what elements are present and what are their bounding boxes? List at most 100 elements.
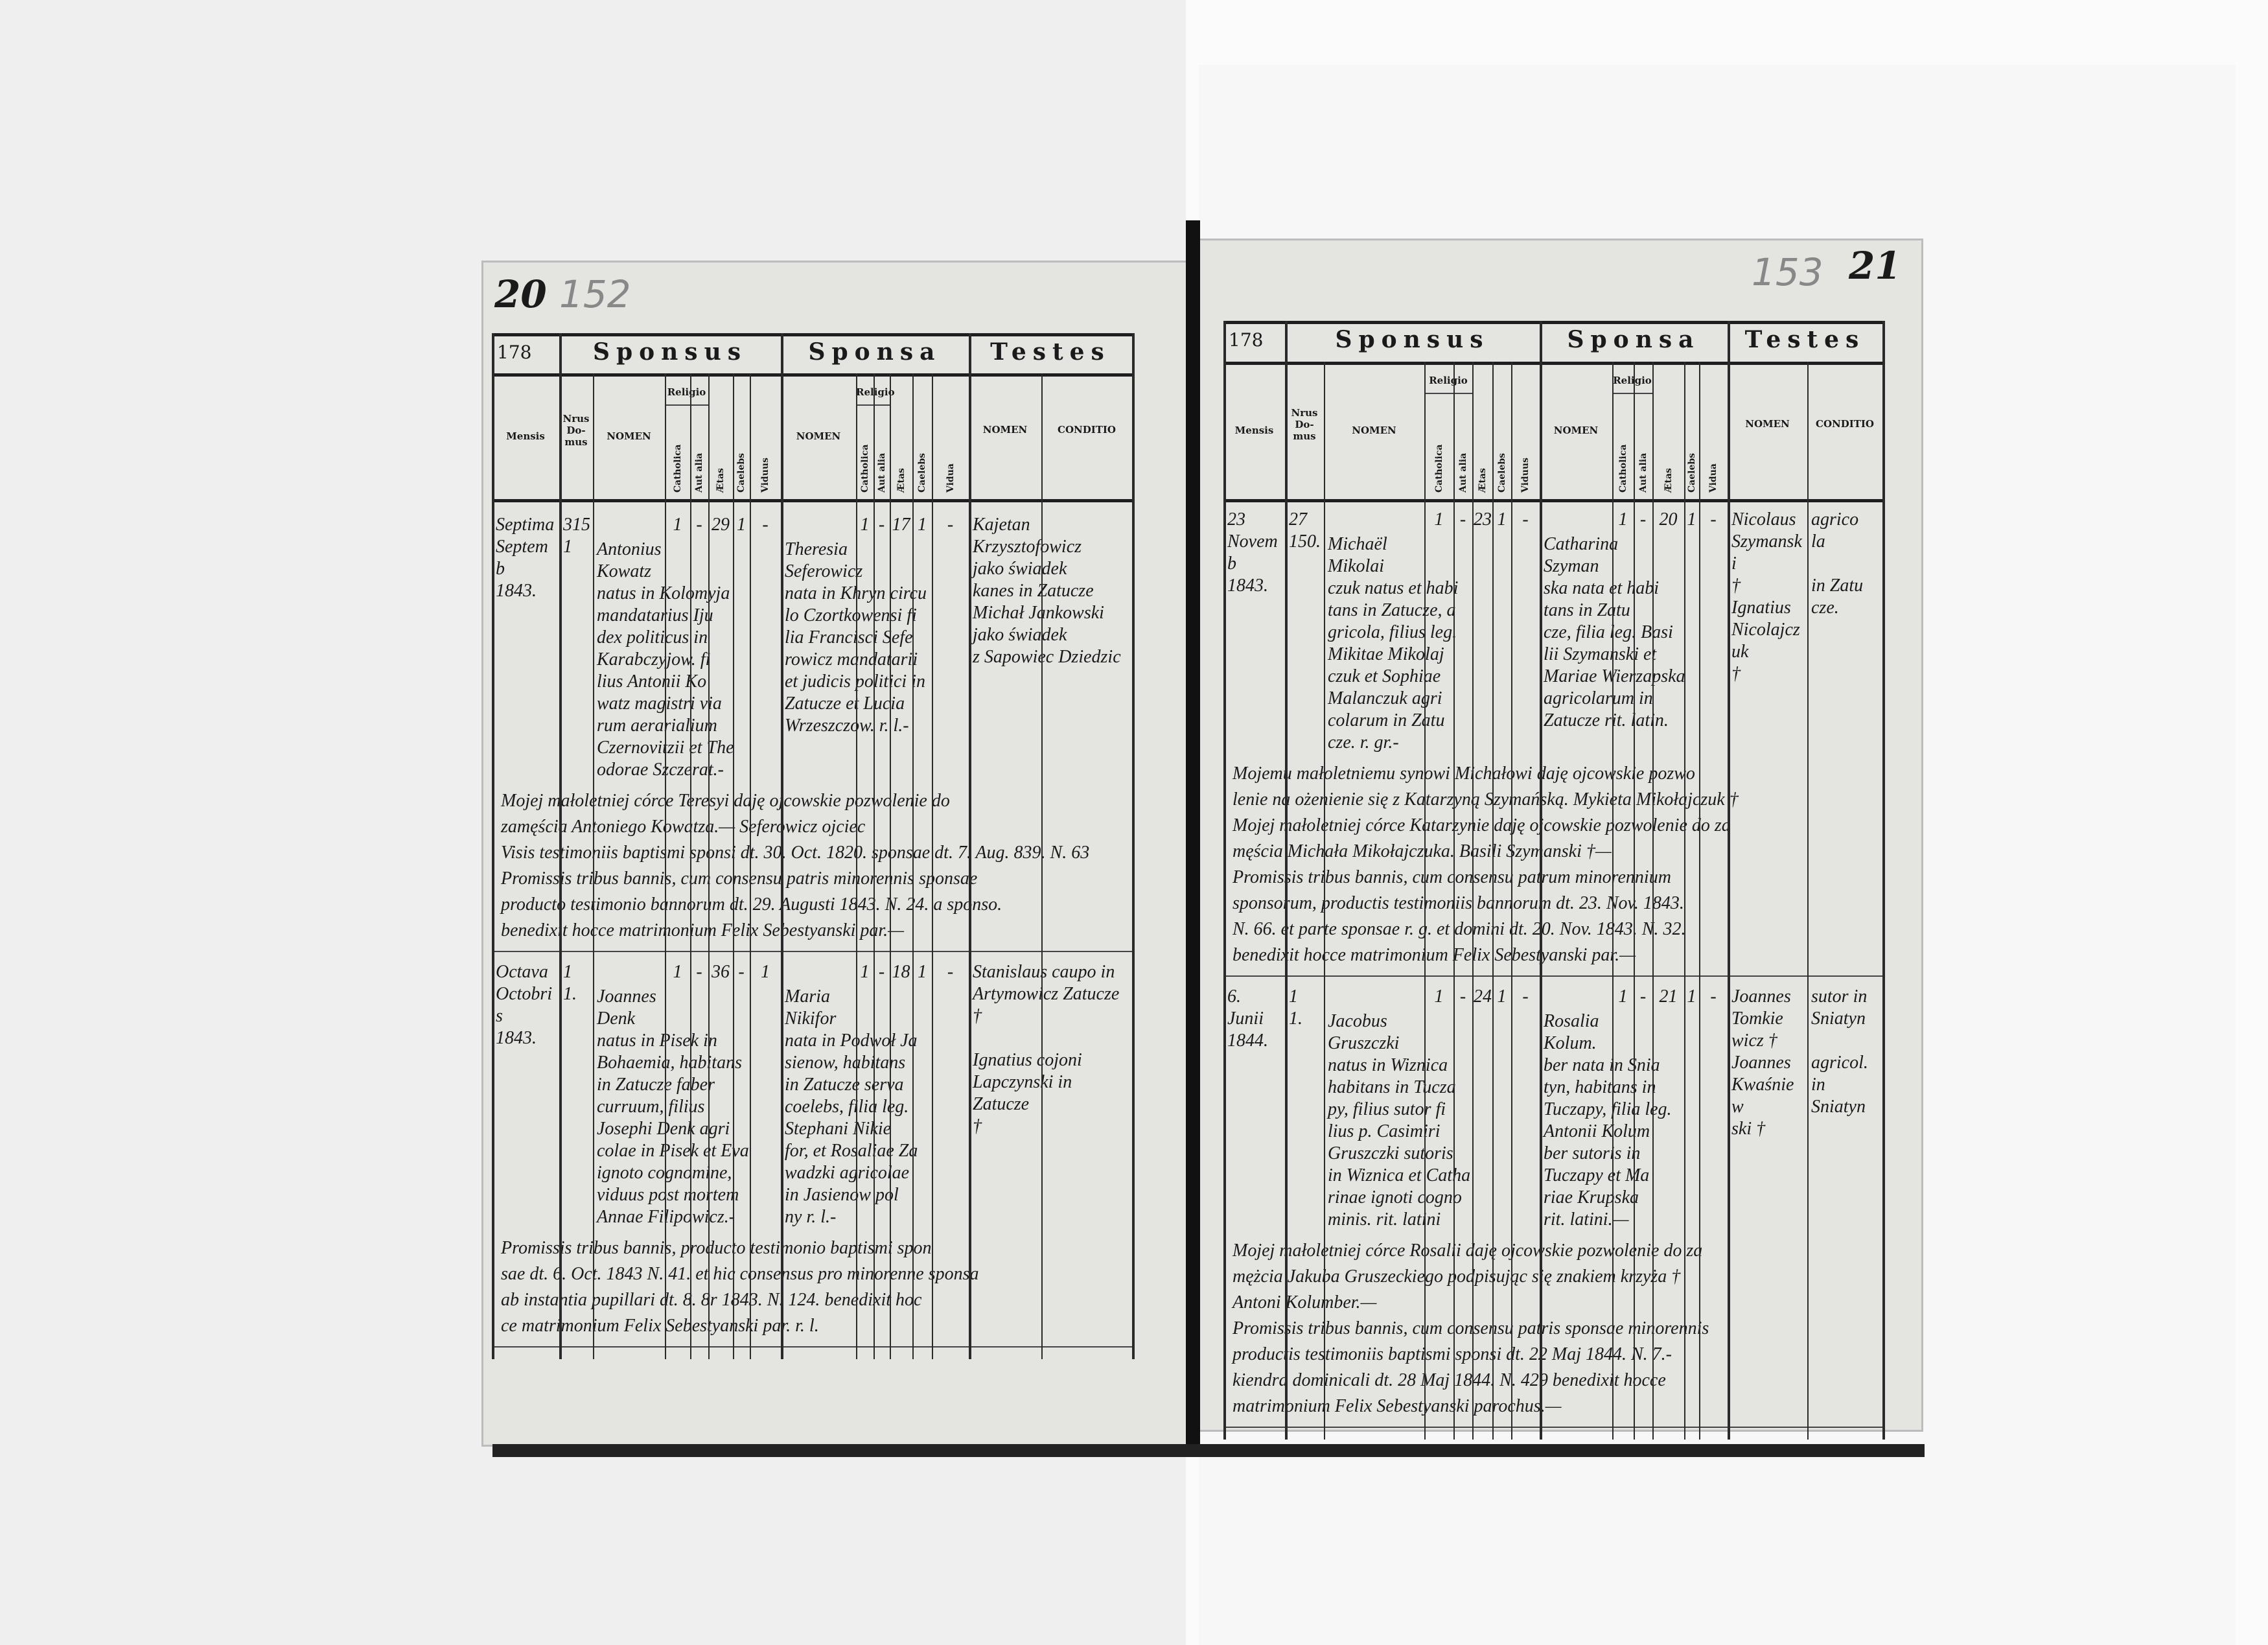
entry-sponsa-nomen-line: lia Francisci Sefe bbox=[785, 627, 913, 648]
entry-note-line: ab instantia pupillari dt. 8. 8r 1843. N… bbox=[501, 1290, 922, 1310]
header-mid-rule bbox=[1223, 362, 1882, 365]
entry-sponsus-nomen-line: Mikolai bbox=[1328, 556, 1385, 576]
entry-testes-conditio-line: Sniatyn bbox=[1811, 1097, 1866, 1117]
entry-sponsus-nomen-line: Jacobus bbox=[1328, 1011, 1387, 1031]
header-top-rule bbox=[1223, 321, 1882, 324]
religio-rule-sponsa bbox=[1612, 393, 1652, 394]
entry-testes-nomen: Nicolaus Szymanski † Ignatius Nicolajczuk † bbox=[1731, 509, 1805, 685]
entry-note-line: zamęścia Antoniego Kowatza.— Seferowicz … bbox=[501, 817, 866, 837]
entry-testes-conditio: agrico la in Zatu cze. bbox=[1811, 509, 1880, 641]
column-rule bbox=[1132, 333, 1135, 1359]
entry-note-line: sae dt. 6. Oct. 1843 N. 41. et hic conse… bbox=[501, 1264, 979, 1284]
entry-note-line: benedixit hocce matrimonium Felix Sebest… bbox=[1232, 945, 1636, 965]
header-testes: Testes bbox=[1744, 326, 1866, 353]
entry-sponsa-marks: - bbox=[878, 515, 885, 535]
entry-sponsa-nomen-line: ny r. l.- bbox=[785, 1207, 837, 1227]
header-viduus: Viduus bbox=[1520, 458, 1531, 493]
entry-sponsa-nomen-line: Mariae Wierzapska bbox=[1544, 666, 1685, 686]
column-rule bbox=[874, 373, 875, 1359]
entry-sponsa-marks: 1 bbox=[1618, 509, 1628, 530]
column-rule bbox=[1728, 321, 1730, 1440]
entry-mensis-line: Septemb bbox=[496, 537, 548, 579]
column-rule bbox=[1612, 362, 1614, 1440]
entry-sponsus-marks: 1 bbox=[673, 515, 682, 535]
entry-mensis-line: Octava bbox=[496, 962, 548, 982]
column-rule bbox=[781, 333, 783, 1359]
entry-mensis-line: 1843. bbox=[496, 1028, 537, 1048]
entry-mensis-line: Novemb bbox=[1227, 531, 1278, 574]
header-sponsus-nomen: NOMEN bbox=[1352, 425, 1396, 436]
entry-sponsa-marks: - bbox=[947, 962, 954, 982]
header-aetas: Ætas bbox=[896, 468, 907, 493]
column-rule bbox=[1699, 362, 1700, 1440]
entry-sponsus-nomen-line: czuk natus et habi bbox=[1328, 578, 1459, 598]
entry-sponsus-nomen-line: mandatarius Iju bbox=[597, 605, 713, 625]
entry-sponsa-nomen-line: coelebs, filia leg. bbox=[785, 1097, 909, 1117]
entry-testes-nomen-line: † bbox=[973, 1006, 982, 1026]
entry-sponsus-marks: 1 bbox=[1434, 509, 1444, 530]
column-rule bbox=[912, 373, 914, 1359]
entry-testes-conditio-line: in bbox=[1811, 1075, 1825, 1095]
entry-sponsus-marks: - bbox=[1459, 509, 1466, 530]
entry-mensis-line: Junii bbox=[1227, 1009, 1264, 1029]
entry-sponsa-nomen-line: Rosalia bbox=[1544, 1011, 1599, 1031]
entry-note-line: matrimonium Felix Sebestyanski parochus.… bbox=[1232, 1396, 1562, 1416]
header-mid-rule bbox=[492, 373, 1132, 377]
header-sponsa-nomen: NOMEN bbox=[1553, 425, 1599, 436]
header-mensis: Mensis bbox=[506, 430, 545, 442]
entry-nrus-domus-line: 150. bbox=[1289, 531, 1321, 552]
header-mensis: Mensis bbox=[1234, 425, 1274, 436]
header-aetas: Ætas bbox=[715, 468, 726, 493]
entry-sponsa-marks: - bbox=[1639, 986, 1647, 1007]
header-caelebs: Caelebs bbox=[917, 452, 927, 493]
column-rule bbox=[1041, 373, 1043, 1359]
entry-sponsus-nomen-line: Denk bbox=[597, 1009, 636, 1029]
entry-mensis-line: 23 bbox=[1227, 509, 1245, 530]
entry-mensis-line: 1843. bbox=[496, 581, 537, 601]
entry-sponsa-nomen-line: wadzki agricolae bbox=[785, 1163, 910, 1183]
folio-number: 21 bbox=[1849, 244, 1901, 288]
entry-sponsa-nomen-line: tans in Zatu bbox=[1544, 600, 1630, 620]
entry-sponsus-marks: 1 bbox=[761, 962, 770, 982]
religio-rule-sponsus bbox=[1424, 393, 1472, 394]
entry-sponsa-marks: 1 bbox=[918, 962, 927, 982]
entry-nrus-domus: 1 1. bbox=[563, 961, 590, 1005]
book-gutter bbox=[1186, 220, 1200, 1455]
entry-sponsus-marks: 1 bbox=[1434, 986, 1444, 1007]
entry-testes-nomen-line: Nicolaus bbox=[1731, 509, 1796, 530]
entry-note-line: Visis testimoniis baptismi sponsi dt. 30… bbox=[501, 843, 1090, 863]
header-vidua: Vidua bbox=[1708, 463, 1718, 493]
header-nrus-domus: Nrus Do- mus bbox=[1291, 407, 1318, 442]
column-rule bbox=[1882, 321, 1885, 1440]
column-rule bbox=[690, 373, 691, 1359]
entry-mensis-line: Octobris bbox=[496, 984, 553, 1026]
column-rule bbox=[1285, 321, 1288, 1440]
header-aut-alia: Aut alia bbox=[876, 452, 887, 493]
header-conditio: CONDITIO bbox=[1058, 424, 1116, 436]
entry-sponsa-marks: - bbox=[1710, 986, 1717, 1007]
entry-separator bbox=[1223, 1427, 1882, 1428]
header-aut-alia: Aut alia bbox=[1637, 452, 1649, 493]
header-number: 178 bbox=[497, 342, 532, 363]
entry-sponsa-nomen: Catharina Szyman ska nata et habi tans in Z… bbox=[1544, 533, 1724, 732]
entry-sponsa-nomen: Theresia Seferowicz nata in Khryn circu lo … bbox=[785, 539, 965, 737]
entry-testes-nomen-line: jako świadek bbox=[973, 625, 1067, 645]
entry-sponsa-nomen-line: for, et Rosaliae Za bbox=[785, 1141, 918, 1161]
column-rule bbox=[559, 333, 562, 1359]
entry-testes-nomen-line: Ignatius bbox=[1731, 598, 1791, 618]
entry-testes-nomen-line: Lapczynski in Zatucze bbox=[973, 1072, 1072, 1114]
entry-sponsa-nomen-line: Szyman bbox=[1544, 556, 1599, 576]
pencil-folio-number: 153 bbox=[1752, 250, 1823, 294]
entry-sponsus-nomen-line: colae in Pisek et Eva bbox=[597, 1141, 749, 1161]
column-rule bbox=[1652, 362, 1654, 1440]
header-number: 178 bbox=[1229, 329, 1264, 351]
entry-sponsus-nomen: Jacobus Gruszczki natus in Wiznica habitans… bbox=[1328, 1010, 1536, 1231]
entry-sponsus-nomen-line: natus in Pisek in bbox=[597, 1031, 717, 1051]
entry-nrus-domus-line: 1 bbox=[563, 537, 572, 557]
entry-sponsus-marks: - bbox=[1522, 986, 1529, 1007]
column-rule bbox=[708, 373, 710, 1359]
entry-sponsus-marks: - bbox=[1459, 986, 1466, 1007]
entry-nrus-domus-line: 27 bbox=[1289, 509, 1307, 530]
entry-note-line: productis testimoniis baptismi sponsi dt… bbox=[1232, 1344, 1672, 1364]
column-rule bbox=[1453, 362, 1455, 1440]
